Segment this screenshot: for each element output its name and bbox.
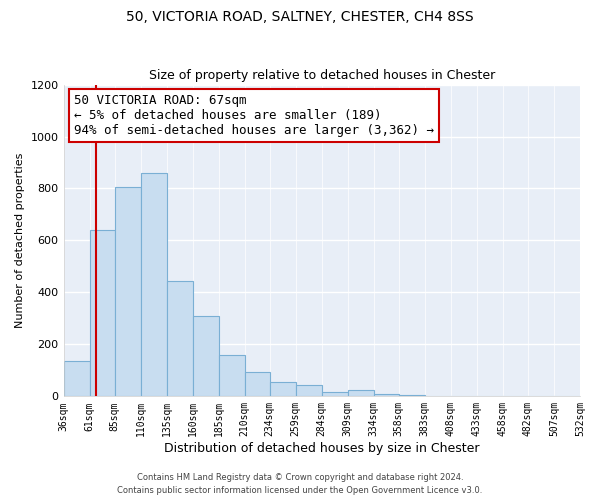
X-axis label: Distribution of detached houses by size in Chester: Distribution of detached houses by size … bbox=[164, 442, 479, 455]
Bar bbox=[245, 372, 270, 396]
Bar bbox=[348, 390, 374, 396]
Text: 50, VICTORIA ROAD, SALTNEY, CHESTER, CH4 8SS: 50, VICTORIA ROAD, SALTNEY, CHESTER, CH4… bbox=[126, 10, 474, 24]
Bar bbox=[193, 316, 218, 396]
Bar bbox=[64, 362, 89, 396]
Bar bbox=[167, 280, 193, 396]
Text: Contains HM Land Registry data © Crown copyright and database right 2024.
Contai: Contains HM Land Registry data © Crown c… bbox=[118, 474, 482, 495]
Text: 50 VICTORIA ROAD: 67sqm
← 5% of detached houses are smaller (189)
94% of semi-de: 50 VICTORIA ROAD: 67sqm ← 5% of detached… bbox=[74, 94, 434, 137]
Y-axis label: Number of detached properties: Number of detached properties bbox=[15, 153, 25, 328]
Bar bbox=[296, 384, 322, 396]
Bar bbox=[399, 395, 425, 396]
Bar bbox=[270, 382, 296, 396]
Bar bbox=[140, 173, 167, 396]
Bar bbox=[374, 394, 399, 396]
Title: Size of property relative to detached houses in Chester: Size of property relative to detached ho… bbox=[149, 69, 495, 82]
Bar bbox=[218, 355, 245, 397]
Bar bbox=[115, 187, 140, 396]
Bar bbox=[322, 392, 348, 396]
Bar bbox=[89, 230, 115, 396]
